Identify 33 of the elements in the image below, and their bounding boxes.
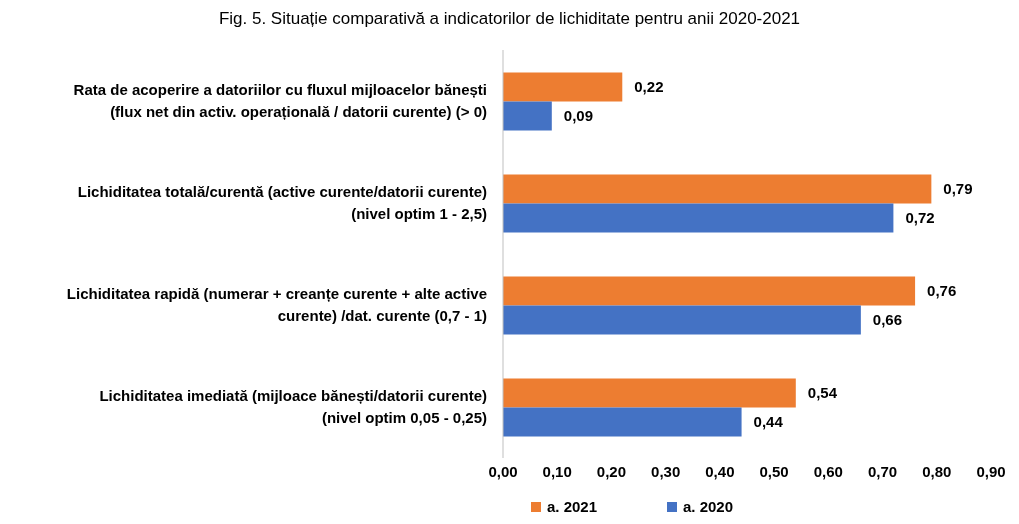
x-tick-label: 0,80 xyxy=(922,462,952,480)
bar xyxy=(503,378,796,408)
x-tick-label: 0,90 xyxy=(976,462,1006,480)
x-tick-label: 0,30 xyxy=(651,462,681,480)
y-tick-label: Rata de acoperire a datoriilor cu fluxul mijloacelor bănești (flux net din activ. operațională / datorii curente) (> 0) xyxy=(73,81,487,121)
legend-label: a. 2021 xyxy=(546,498,597,515)
x-tick-label: 0,70 xyxy=(867,462,898,480)
x-tick-label: 0,10 xyxy=(542,462,572,480)
bar xyxy=(503,305,861,335)
bar xyxy=(503,101,552,131)
y-tick-label: Lichiditatea totală/curentă (active curente/datorii curente) (nivel optim 1 - 2,5) xyxy=(77,183,487,223)
bar xyxy=(503,407,742,437)
data-label: 0,72 xyxy=(905,209,935,227)
data-label: 0,54 xyxy=(807,384,838,402)
legend-label: a. 2020 xyxy=(683,498,734,515)
y-tick-label: Lichiditatea imediată (mijloace bănești/datorii curente) (nivel optim 0,05 - 0,25) xyxy=(99,387,487,427)
data-label: 0,22 xyxy=(634,78,664,96)
data-label: 0,09 xyxy=(563,107,593,125)
data-label: 0,44 xyxy=(753,413,784,431)
chart-title: Fig. 5. Situație comparativă a indicatorilor de lichiditate pentru anii 2020-2021 xyxy=(217,8,802,30)
y-tick-label: Lichiditatea rapidă (numerar + creanțe curente + alte active curente) /dat. curente (0,7 - 1) xyxy=(66,285,487,325)
x-tick-label: 0,50 xyxy=(759,462,789,480)
bar xyxy=(503,276,916,306)
x-tick-label: 0,60 xyxy=(813,462,843,480)
data-label: 0,76 xyxy=(927,282,957,300)
data-label: 0,66 xyxy=(872,311,903,329)
x-tick-label: 0,00 xyxy=(488,462,518,480)
data-label: 0,79 xyxy=(943,180,973,198)
bar xyxy=(503,72,623,102)
bar xyxy=(503,174,932,204)
x-tick-label: 0,20 xyxy=(596,462,627,480)
x-tick-label: 0,40 xyxy=(705,462,735,480)
bar xyxy=(503,203,894,233)
